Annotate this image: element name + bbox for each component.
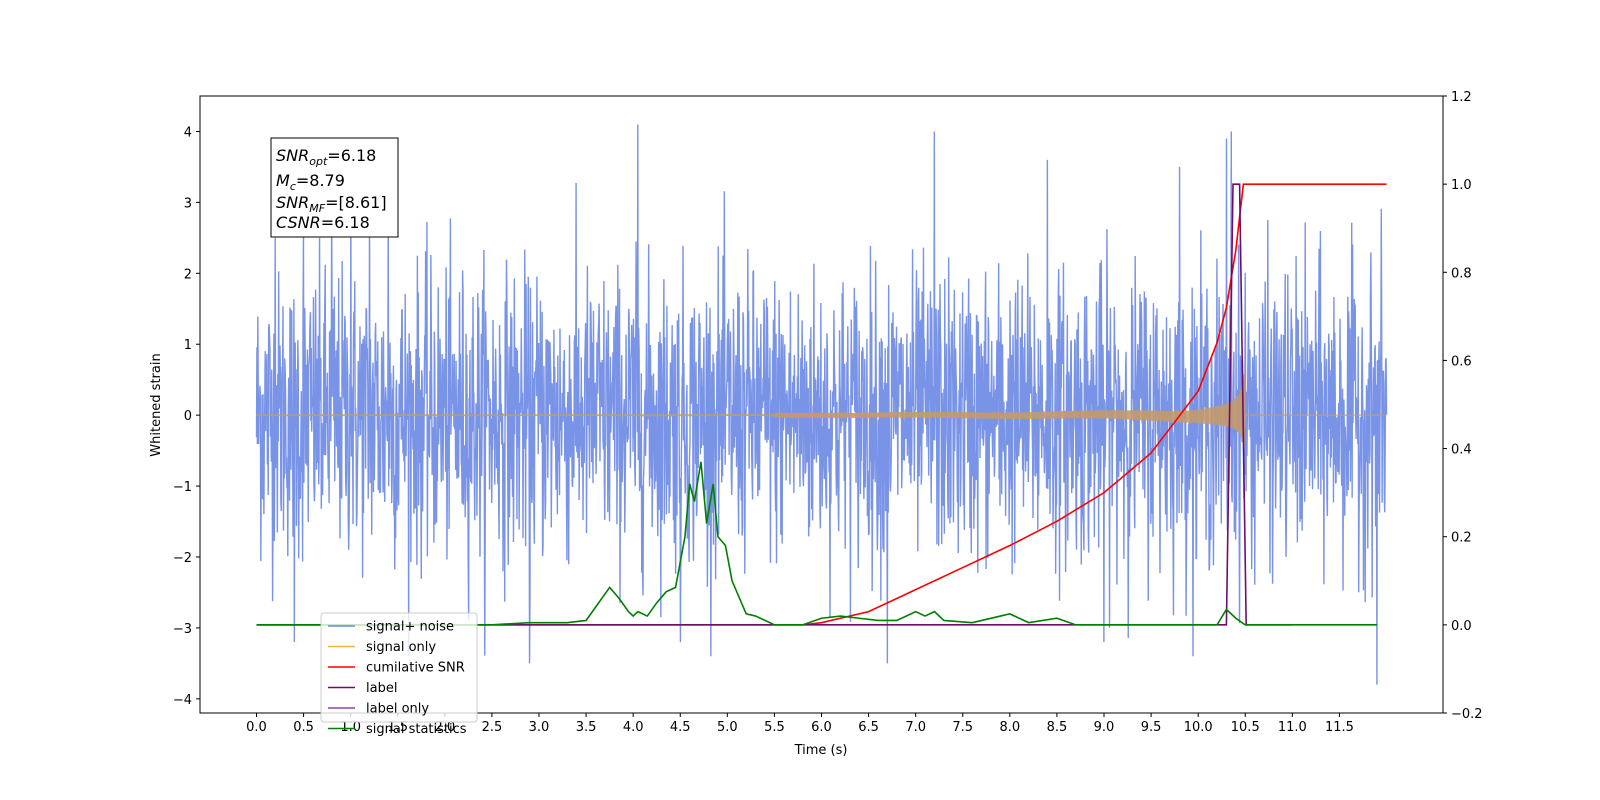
y2-tick-label: 0.4 bbox=[1451, 443, 1472, 458]
y2-tick-label: 1.2 bbox=[1451, 90, 1472, 105]
series-signal-only bbox=[256, 374, 1387, 447]
x-tick-label: 5.0 bbox=[717, 720, 738, 735]
x-axis-label: Time (s) bbox=[794, 743, 848, 758]
y2-tick-label: 1.0 bbox=[1451, 178, 1472, 193]
y-tick-label: 2 bbox=[184, 267, 192, 282]
y-tick-label: −4 bbox=[173, 693, 192, 708]
legend: signal+ noise signal only cumilative SNR la… bbox=[320, 612, 478, 737]
x-tick-label: 4.5 bbox=[670, 720, 691, 735]
legend-label-label: label bbox=[366, 681, 397, 696]
x-tick-label: 7.5 bbox=[952, 720, 973, 735]
legend-label-signal-statistics: signal statistics bbox=[366, 722, 467, 737]
y-axis-label: Whitened strain bbox=[149, 353, 164, 456]
legend-label-cumilative-snr: cumilative SNR bbox=[366, 661, 465, 676]
annotation-mc: Mc=8.79 bbox=[276, 171, 345, 193]
ticks: 0.0 0.5 1.0 1.5 2.0 2.5 3.0 3.5 4.0 4.5 5.0 5.5 6.0 6… bbox=[173, 90, 1483, 735]
annotation-snr-mf: SNRMF=[8.61] bbox=[276, 193, 387, 215]
plot-area bbox=[255, 124, 1388, 685]
series-signal-noise bbox=[255, 124, 1388, 685]
y-tick-label: 0 bbox=[184, 409, 192, 424]
x-tick-label: 9.0 bbox=[1094, 720, 1115, 735]
y-tick-label: 3 bbox=[184, 196, 192, 211]
annotation-csnr: CSNR=6.18 bbox=[276, 213, 370, 232]
x-tick-label: 5.5 bbox=[764, 720, 785, 735]
annotation-box: SNRopt=6.18 Mc=8.79 SNRMF=[8.61] CSNR=6.… bbox=[270, 137, 399, 238]
legend-box bbox=[320, 612, 478, 723]
y-tick-label: 1 bbox=[184, 338, 192, 353]
x-tick-label: 3.5 bbox=[576, 720, 597, 735]
x-tick-label: 1.5 bbox=[387, 720, 408, 735]
y2-tick-label: −0.2 bbox=[1451, 707, 1483, 722]
y2-tick-label: 0.0 bbox=[1451, 619, 1472, 634]
x-tick-label: 7.0 bbox=[905, 720, 926, 735]
x-tick-label: 2.0 bbox=[434, 720, 455, 735]
legend-label-label-only: label only bbox=[366, 702, 429, 717]
x-tick-label: 8.0 bbox=[999, 720, 1020, 735]
x-tick-label: 0.5 bbox=[293, 720, 314, 735]
x-tick-label: 2.5 bbox=[482, 720, 503, 735]
annotation-snr-opt: SNRopt=6.18 bbox=[276, 146, 376, 168]
x-tick-label: 11.0 bbox=[1278, 720, 1307, 735]
series-signal-statistics bbox=[256, 461, 1378, 626]
y-tick-label: −2 bbox=[173, 551, 192, 566]
x-tick-label: 10.5 bbox=[1231, 720, 1260, 735]
y-tick-label: 4 bbox=[184, 125, 192, 140]
x-tick-label: 8.5 bbox=[1047, 720, 1068, 735]
x-tick-label: 6.0 bbox=[811, 720, 832, 735]
x-tick-label: 11.5 bbox=[1325, 720, 1354, 735]
x-tick-label: 3.0 bbox=[529, 720, 550, 735]
y-tick-label: −3 bbox=[173, 622, 192, 637]
legend-label-signal-noise: signal+ noise bbox=[366, 620, 454, 635]
x-tick-label: 10.0 bbox=[1184, 720, 1213, 735]
x-tick-label: 1.0 bbox=[340, 720, 361, 735]
x-tick-label: 9.5 bbox=[1141, 720, 1162, 735]
x-tick-label: 6.5 bbox=[858, 720, 879, 735]
y2-tick-label: 0.2 bbox=[1451, 531, 1472, 546]
x-tick-label: 0.0 bbox=[246, 720, 267, 735]
legend-label-signal-only: signal only bbox=[366, 640, 436, 655]
y-tick-label: −1 bbox=[173, 480, 192, 495]
y2-tick-label: 0.8 bbox=[1451, 266, 1472, 281]
y2-tick-label: 0.6 bbox=[1451, 354, 1472, 369]
x-tick-label: 4.0 bbox=[623, 720, 644, 735]
